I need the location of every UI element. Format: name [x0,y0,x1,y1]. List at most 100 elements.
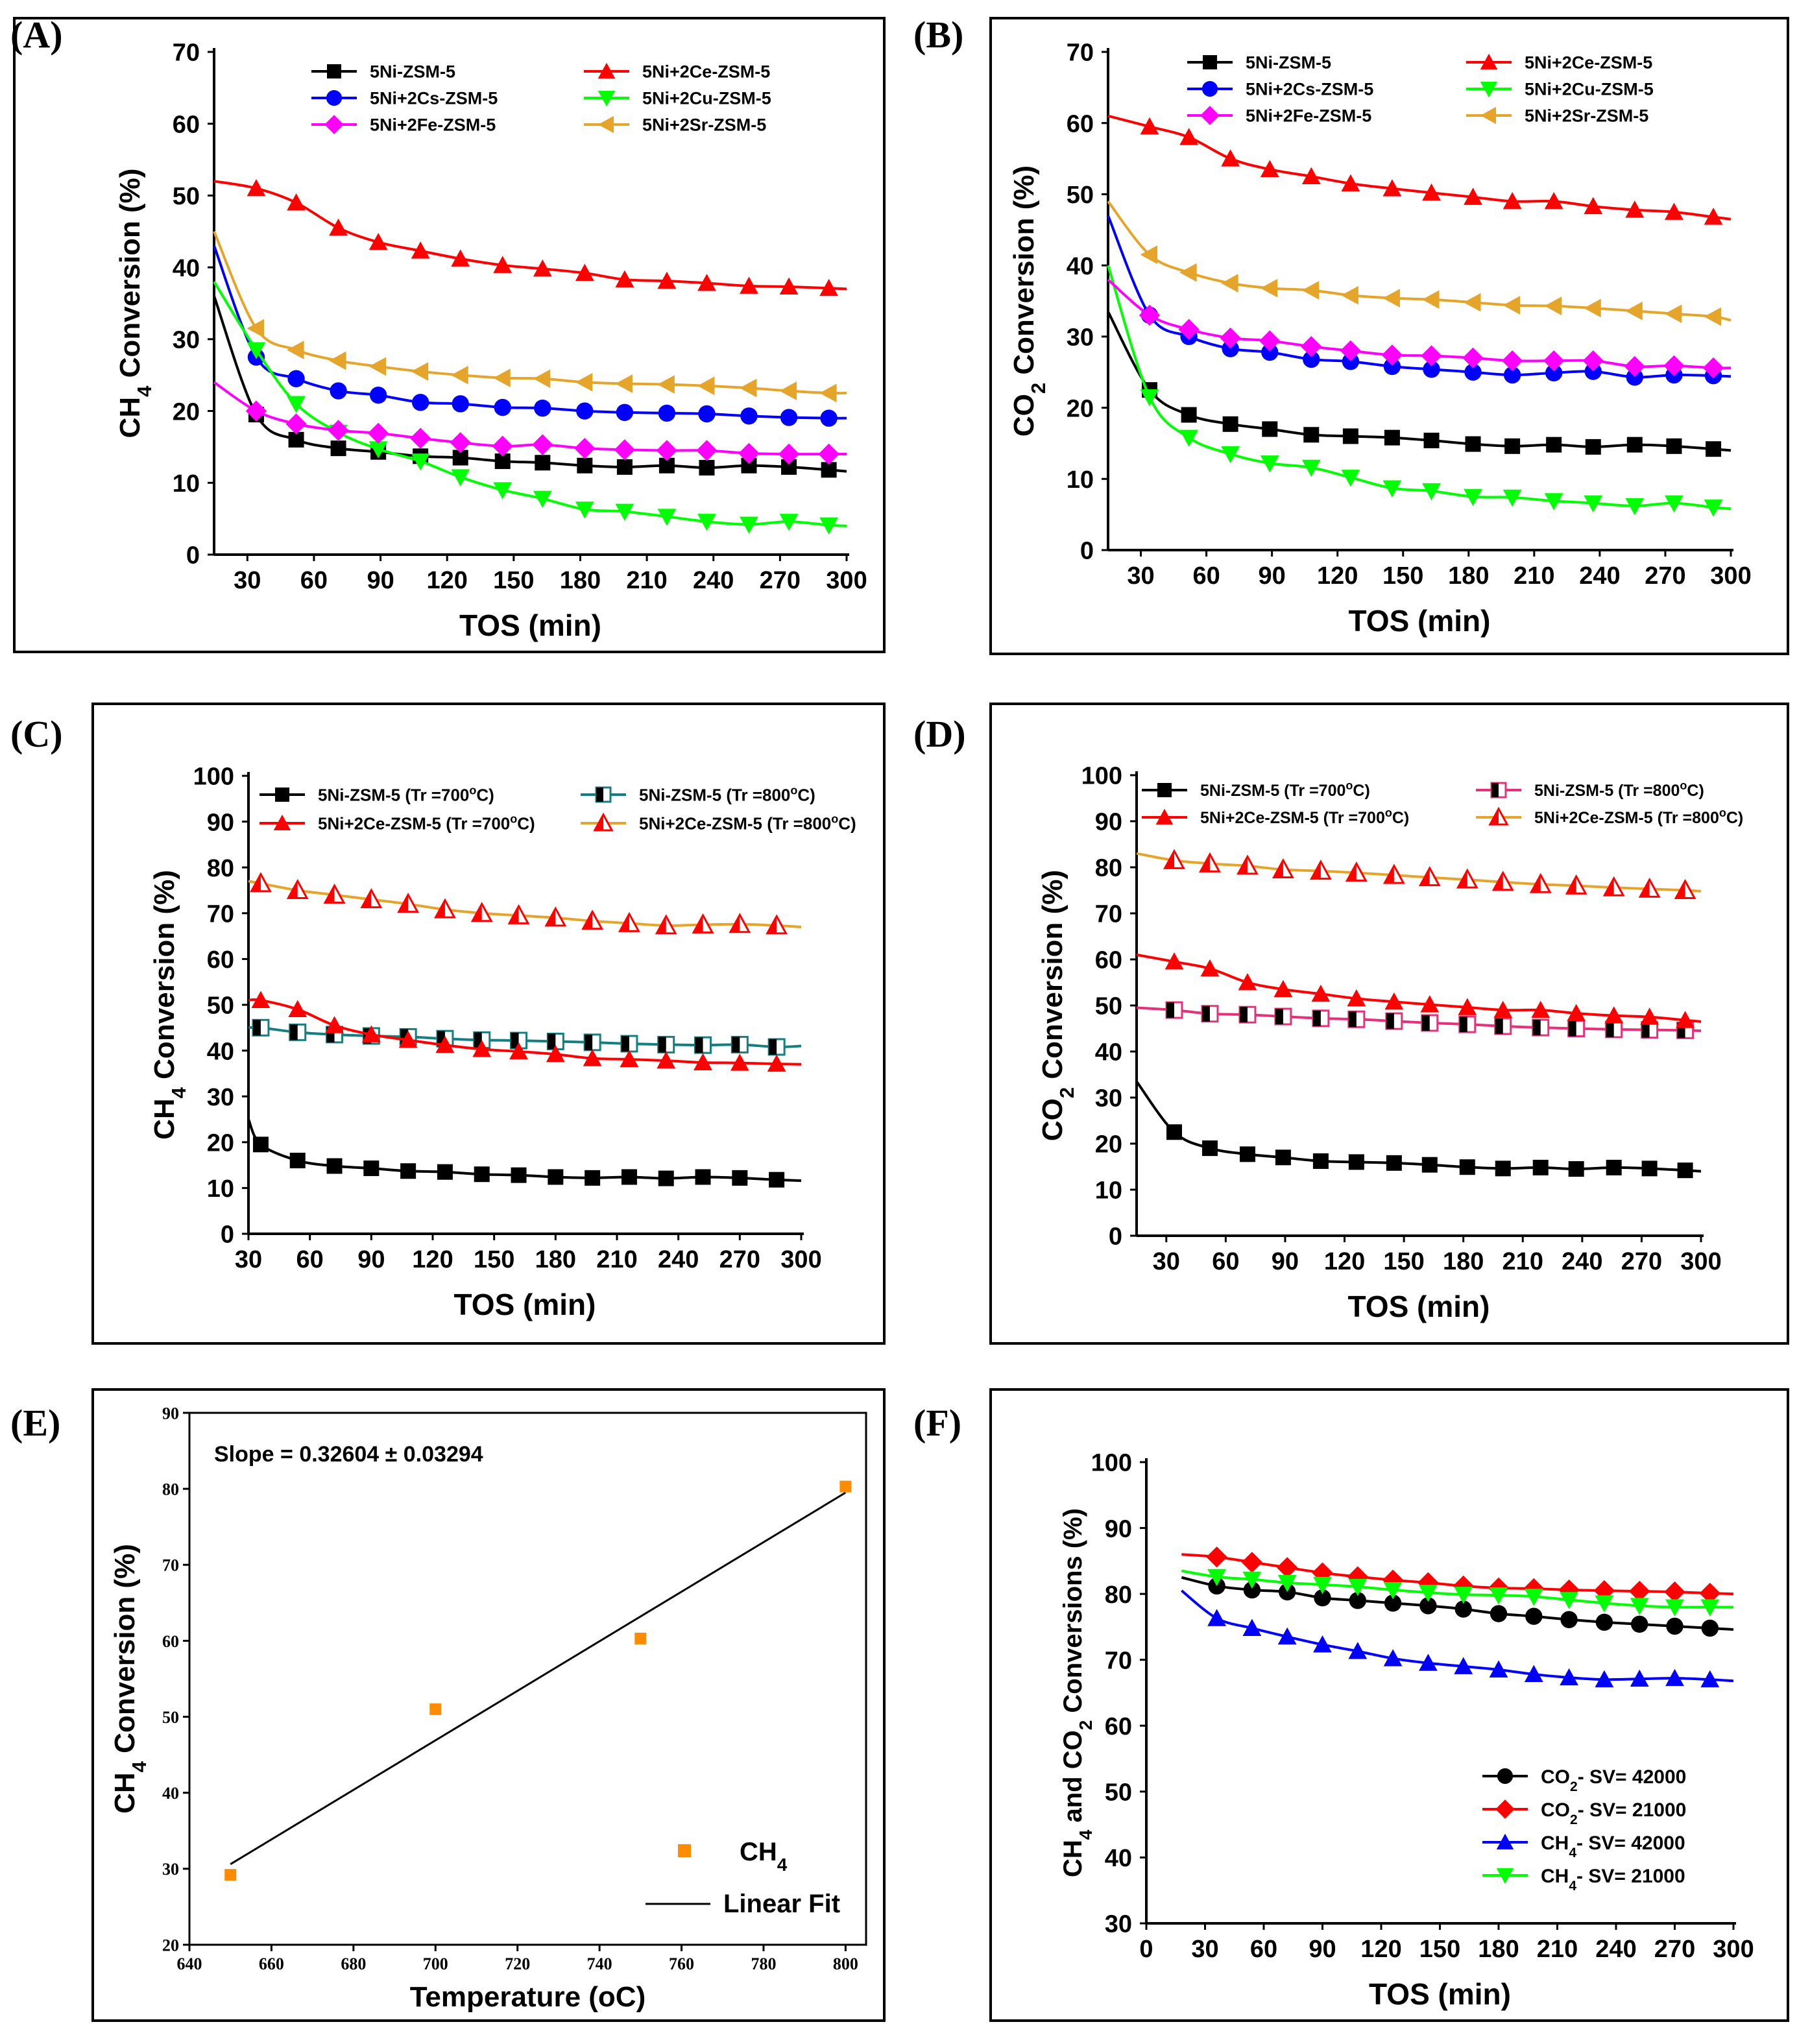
point-c-2-2 [288,1000,308,1018]
point-a-1-15 [819,278,839,296]
point-c-2-4 [361,1025,381,1042]
series-c-5ni-2ce-zsm-5-tr-800oc [248,872,802,935]
point-d-0-2 [1201,1140,1218,1157]
point-a-1-1 [247,178,266,197]
y-tick-label-b-50: 50 [1067,182,1094,209]
x-tick-label-f-0: 0 [1139,1936,1153,1963]
legend-item-f-1: CO2- SV= 21000 [1482,1799,1686,1827]
point-c-3-1 [250,872,272,893]
point-b-0-13 [1626,437,1643,453]
point-b-5-15 [1704,307,1722,326]
point-b-0-2 [1181,407,1197,423]
point-d-3-2 [1199,852,1221,872]
point-c-3-7 [470,902,493,922]
point-c-0-5 [400,1163,416,1179]
point-d-0-4 [1275,1149,1291,1166]
point-b-2-7 [1383,357,1401,376]
point-a-4-9 [574,437,596,459]
legend-label-d-1: 5Ni-ZSM-5 (Tr =800oC) [1534,779,1704,800]
point-a-5-3 [329,351,346,370]
x-tick-label-f-240: 240 [1595,1936,1636,1963]
legend-marker-d-1 [1490,782,1507,799]
y-axis-label-d: CO2 Conversion (%) [1037,870,1078,1141]
point-a-5-9 [575,372,593,392]
point-c-1-1 [252,1018,270,1037]
point-a-3-7 [493,482,513,499]
point-a-4-13 [738,442,760,464]
point-c-1-15 [767,1038,786,1056]
y-tick-label-f-80: 80 [1105,1581,1132,1609]
panel-label-e: (E) [10,1402,61,1444]
slope-annotation: Slope = 0.32604 ± 0.03294 [214,1442,483,1467]
point-a-1-10 [615,270,634,287]
point-a-5-12 [697,376,715,396]
point-d-0-15 [1677,1162,1693,1179]
point-c-0-11 [621,1169,637,1185]
x-tick-label-f-210: 210 [1537,1936,1578,1963]
x-tick-label-f-300: 300 [1713,1936,1754,1963]
point-b-2-8 [1423,361,1440,378]
point-b-5-7 [1382,289,1400,308]
point-f-1-14 [1664,1581,1685,1603]
point-b-3-3 [1221,446,1240,464]
x-tick-label-e-760: 760 [669,1954,694,1973]
point-a-0-2 [288,431,304,448]
point-c-0-2 [289,1153,306,1169]
y-tick-label-e-90: 90 [162,1404,179,1423]
x-tick-label-b-90: 90 [1258,562,1285,590]
point-c-3-15 [766,914,788,935]
y-tick-label-e-40: 40 [162,1784,179,1803]
point-a-4-4 [367,422,389,444]
point-a-4-2 [285,413,307,435]
point-c-2-13 [694,1053,712,1070]
point-a-1-7 [493,256,513,273]
legend-label-c-2: 5Ni+2Ce-ZSM-5 (Tr =700oC) [318,812,535,833]
y-tick-label-f-40: 40 [1105,1845,1132,1872]
point-d-1-5 [1312,1009,1330,1028]
series-line-d-0 [1135,1080,1702,1173]
x-tick-label-f-180: 180 [1478,1936,1519,1963]
point-b-0-7 [1384,429,1400,446]
series-d-5ni-zsm-5-tr-700oc [1135,1080,1702,1179]
point-d-0-7 [1386,1155,1402,1171]
x-tick-label-b-60: 60 [1192,562,1220,590]
legend-label-c-1: 5Ni-ZSM-5 (Tr =800oC) [639,784,815,804]
point-b-1-13 [1625,200,1645,218]
x-tick-label-d-240: 240 [1562,1248,1602,1275]
legend-a: 5Ni-ZSM-5 5Ni+2Ce-ZSM-5 5Ni+2Cs-ZSM-5 5Ni+2… [311,62,771,135]
point-a-1-8 [533,259,552,277]
x-tick-label-c-30: 30 [235,1246,262,1273]
point-b-5-2 [1179,263,1197,282]
y-tick-label-a-70: 70 [173,40,200,67]
legend-marker-e-0 [678,1844,691,1857]
point-f-0-7 [1419,1597,1437,1615]
y-tick-label-d-70: 70 [1095,901,1122,928]
point-d-3-13 [1602,876,1625,896]
y-tick-label-b-40: 40 [1067,253,1094,280]
point-a-0-10 [616,459,633,475]
point-a-2-6 [452,395,469,413]
point-b-1-6 [1341,174,1360,191]
point-a-5-5 [411,362,429,381]
data-point-e-0 [224,1869,237,1881]
point-b-3-12 [1584,495,1603,512]
legend-marker-f-3 [1496,1868,1514,1884]
point-a-5-2 [287,341,304,359]
series-d-5ni-2ce-zsm-5-tr-700oc [1136,952,1702,1028]
point-c-2-3 [325,1016,344,1033]
point-f-3-2 [1242,1571,1262,1589]
point-b-3-9 [1464,488,1482,507]
panel-label-a: (A) [10,14,63,56]
point-c-0-8 [511,1167,527,1183]
point-a-5-7 [493,368,511,388]
legend-marker-d-3 [1488,806,1509,826]
point-c-2-10 [583,1049,602,1066]
point-c-1-10 [583,1033,601,1052]
legend-label-b-1: 5Ni+2Ce-ZSM-5 [1525,53,1652,73]
y-tick-label-e-70: 70 [162,1556,179,1575]
point-b-3-4 [1260,455,1279,473]
x-tick-label-a-120: 120 [427,567,468,594]
point-f-3-5 [1348,1578,1368,1596]
point-d-3-15 [1674,878,1696,899]
point-d-2-2 [1200,959,1220,977]
